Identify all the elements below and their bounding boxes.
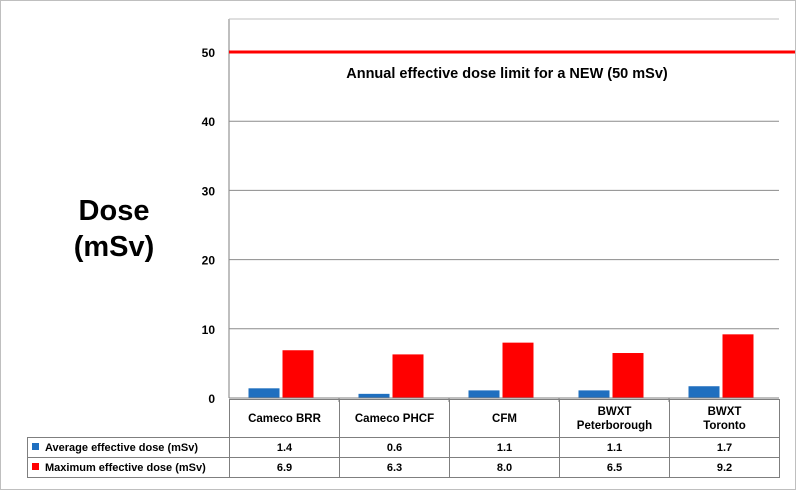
- bar-maximum-3: [502, 342, 534, 398]
- data-label-average-5: 1.7: [669, 437, 780, 458]
- table-row: Maximum effective dose (mSv) 6.9 6.3 8.0 6.5…: [27, 457, 780, 478]
- legend-label: Maximum effective dose (mSv): [45, 461, 206, 474]
- data-label-maximum-2: 6.3: [339, 457, 450, 478]
- x-tick-label-1: Cameco BRR: [229, 399, 340, 438]
- x-tick-label-line: Peterborough: [576, 419, 653, 432]
- data-label-average-4: 1.1: [559, 437, 670, 458]
- bar-average-3: [468, 390, 500, 398]
- bar-average-4: [578, 390, 610, 398]
- bar-maximum-1: [282, 350, 314, 398]
- legend-key-swatch: [32, 443, 39, 451]
- x-tick-label-line: Toronto: [703, 419, 746, 432]
- bar-average-2: [358, 393, 390, 398]
- legend-label: Average effective dose (mSv): [45, 441, 199, 454]
- data-label-average-2: 0.6: [339, 437, 450, 458]
- table-row: Average effective dose (mSv) 1.4 0.6 1.1 1.1…: [27, 437, 780, 458]
- data-label-maximum-1: 6.9: [229, 457, 340, 478]
- x-tick-label-4: BWXT Peterborough: [559, 399, 670, 438]
- y-tick-label-40: 40: [202, 115, 216, 129]
- x-tick-label-3: CFM: [449, 399, 560, 438]
- bar-maximum-5: [722, 334, 754, 398]
- data-label-average-3: 1.1: [449, 437, 560, 458]
- x-tick-label-line: BWXT: [597, 405, 632, 418]
- data-label-maximum-3: 8.0: [449, 457, 560, 478]
- table-corner: [27, 399, 230, 438]
- bar-average-1: [248, 388, 280, 398]
- y-axis-title-line2: (mSv): [73, 231, 155, 263]
- data-table: Cameco BRR Cameco PHCF CFM BWXT Peterborough…: [27, 399, 780, 478]
- y-tick-label-0: 0: [208, 392, 215, 406]
- y-tick-label-50: 50: [202, 46, 216, 60]
- bar-maximum-4: [612, 353, 644, 398]
- x-tick-label-line: CFM: [492, 412, 517, 425]
- bar-maximum-2: [392, 354, 424, 398]
- legend-entry-2: Maximum effective dose (mSv): [27, 457, 230, 478]
- x-tick-label-line: Cameco BRR: [248, 412, 321, 425]
- y-tick-label-30: 30: [202, 184, 216, 198]
- bar-average-5: [688, 386, 720, 398]
- data-label-maximum-5: 9.2: [669, 457, 780, 478]
- data-label-maximum-4: 6.5: [559, 457, 670, 478]
- reference-line-label: Annual effective dose limit for a NEW (5…: [346, 66, 668, 82]
- x-tick-label-line: Cameco PHCF: [354, 412, 435, 425]
- y-tick-label-20: 20: [202, 254, 216, 268]
- y-axis-title: Dose (mSv): [59, 193, 169, 265]
- legend-entry-1: Average effective dose (mSv): [27, 437, 230, 458]
- y-axis-title-line1: Dose: [78, 195, 150, 227]
- x-tick-label-line: BWXT: [707, 405, 742, 418]
- legend-key-swatch: [32, 463, 39, 471]
- data-label-average-1: 1.4: [229, 437, 340, 458]
- y-tick-label-10: 10: [202, 323, 216, 337]
- x-tick-label-5: BWXT Toronto: [669, 399, 780, 438]
- x-tick-label-2: Cameco PHCF: [339, 399, 450, 438]
